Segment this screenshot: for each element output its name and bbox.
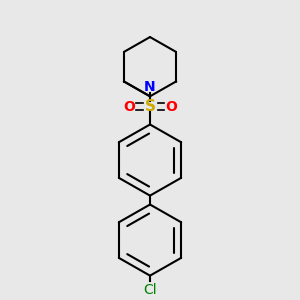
Text: Cl: Cl bbox=[143, 283, 157, 297]
Text: S: S bbox=[145, 99, 155, 114]
Text: N: N bbox=[144, 80, 156, 94]
Text: O: O bbox=[123, 100, 135, 114]
Text: O: O bbox=[165, 100, 177, 114]
